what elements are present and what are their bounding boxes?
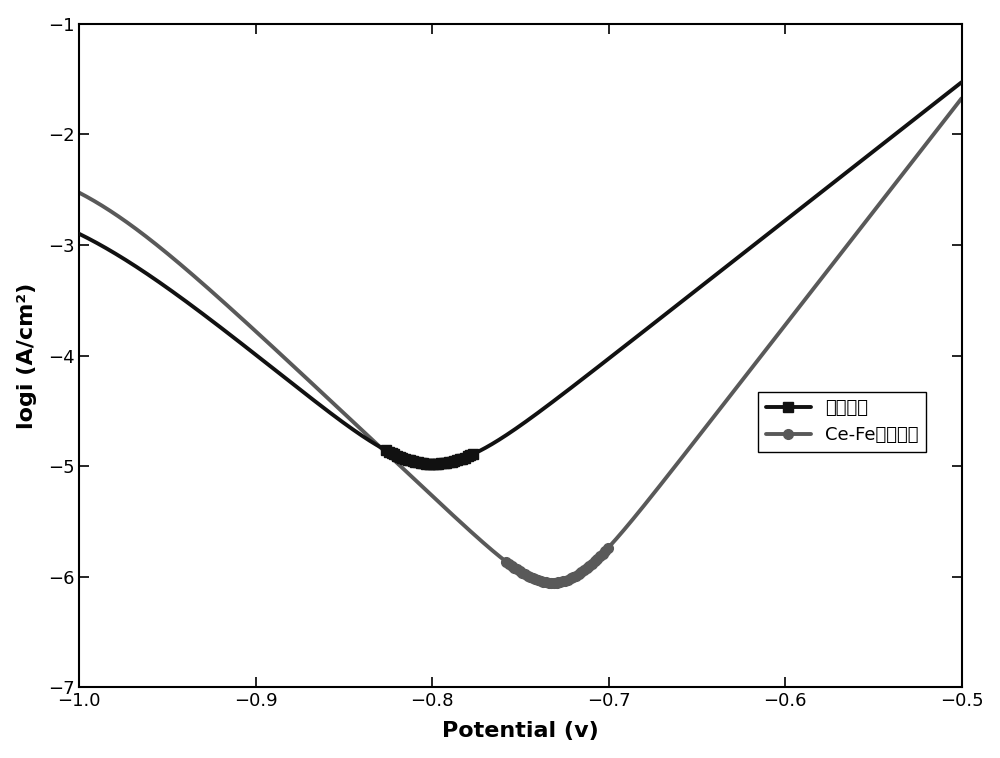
Line: 原始磁体: 原始磁体 — [74, 77, 966, 468]
Ce-Fe重构磁体 — [956, 94, 968, 103]
Ce-Fe重构磁体 — [647, 490, 659, 499]
原始磁体 — [234, 337, 246, 346]
原始磁体 — [799, 201, 811, 210]
Ce-Fe重构磁体 — [234, 312, 246, 321]
X-axis label: Potential (v): Potential (v) — [442, 722, 599, 741]
Legend: 原始磁体, Ce-Fe重构磁体: 原始磁体, Ce-Fe重构磁体 — [758, 392, 926, 452]
原始磁体 — [732, 253, 744, 262]
原始磁体 — [956, 78, 968, 87]
Ce-Fe重构磁体 — [546, 578, 558, 587]
Ce-Fe重构磁体 — [799, 296, 811, 305]
原始磁体 — [427, 459, 439, 468]
Line: Ce-Fe重构磁体: Ce-Fe重构磁体 — [74, 93, 966, 587]
原始磁体 — [73, 230, 85, 239]
原始磁体 — [410, 457, 422, 466]
Y-axis label: logi (A/cm²): logi (A/cm²) — [17, 283, 37, 428]
Ce-Fe重构磁体 — [732, 381, 744, 390]
Ce-Fe重构磁体 — [73, 188, 85, 197]
Ce-Fe重构磁体 — [410, 477, 422, 486]
原始磁体 — [603, 354, 615, 363]
Ce-Fe重构磁体 — [603, 543, 615, 552]
原始磁体 — [647, 319, 659, 328]
